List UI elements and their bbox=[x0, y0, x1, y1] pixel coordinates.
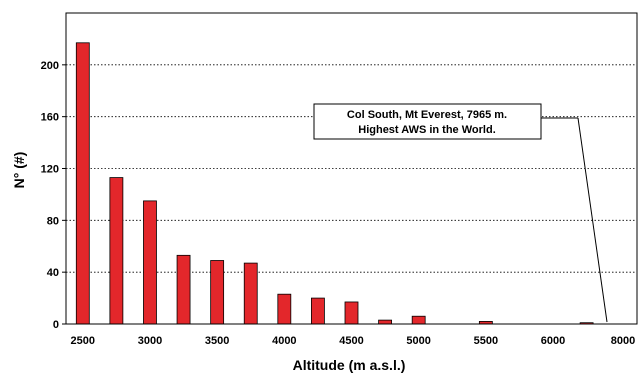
y-tick-labels: 0 40 80 120 160 200 bbox=[41, 60, 59, 331]
x-tick-label: 3500 bbox=[205, 335, 229, 347]
bar bbox=[378, 319, 392, 325]
bar bbox=[311, 297, 325, 325]
y-tick-label: 120 bbox=[41, 164, 59, 176]
y-tick-label: 40 bbox=[47, 267, 59, 279]
bar bbox=[143, 200, 157, 325]
annotation-line-1: Col South, Mt Everest, 7965 m. bbox=[347, 109, 507, 121]
bar bbox=[75, 42, 90, 325]
bar bbox=[344, 301, 359, 325]
bar bbox=[176, 254, 191, 325]
annotation: Col South, Mt Everest, 7965 m. Highest A… bbox=[313, 103, 608, 323]
y-tick-label: 160 bbox=[41, 112, 59, 124]
bar bbox=[277, 293, 292, 325]
x-tick-label: 4500 bbox=[339, 335, 363, 347]
bar bbox=[243, 262, 258, 325]
axes bbox=[62, 12, 638, 325]
annotation-leader-line-down bbox=[577, 117, 608, 323]
x-tick-labels: 2500 3000 3500 4000 4500 5000 5500 6000 8000 bbox=[71, 335, 636, 347]
plot-frame bbox=[65, 12, 638, 325]
x-tick-label: 8000 bbox=[611, 335, 635, 347]
y-axis-title: N° (#) bbox=[11, 152, 27, 189]
bar bbox=[109, 177, 124, 325]
x-tick-label: 4000 bbox=[272, 335, 296, 347]
x-axis-title: Altitude (m a.s.l.) bbox=[293, 357, 406, 373]
y-tick-label: 0 bbox=[53, 319, 59, 331]
grid bbox=[66, 64, 637, 273]
x-tick-label: 3000 bbox=[138, 335, 162, 347]
x-tick-label: 5000 bbox=[406, 335, 430, 347]
annotation-line-2: Highest AWS in the World. bbox=[358, 124, 496, 136]
bar bbox=[411, 315, 426, 325]
x-tick-label: 6000 bbox=[541, 335, 565, 347]
x-tick-label: 2500 bbox=[71, 335, 95, 347]
annotation-box bbox=[313, 103, 542, 140]
x-tick-label: 5500 bbox=[474, 335, 498, 347]
bar bbox=[210, 260, 225, 325]
bars bbox=[75, 42, 594, 325]
y-tick-label: 200 bbox=[41, 60, 59, 72]
y-tick-label: 80 bbox=[47, 215, 59, 227]
